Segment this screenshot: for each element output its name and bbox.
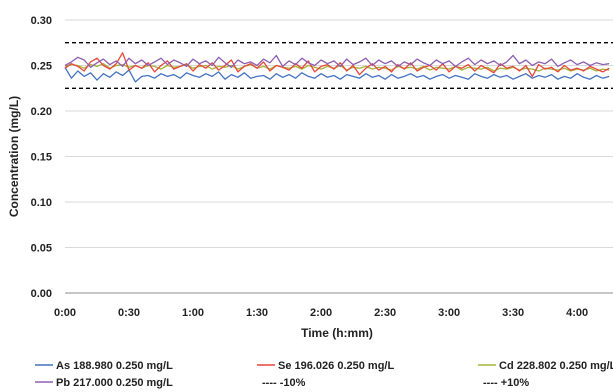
y-tick-label: 0.00 [31,288,52,300]
y-tick-label: 0.30 [31,15,52,27]
x-tick-label: 0:00 [54,307,76,319]
series-line-0 [64,66,610,83]
x-tick-label: 1:30 [246,307,268,319]
legend-label: ---- -10% [262,377,306,389]
series-line-1 [64,52,610,78]
x-tick-label: 0:30 [118,307,140,319]
y-axis-title: Concentration (mg/L) [7,96,21,217]
x-tick-label: 1:00 [182,307,204,319]
y-tick-label: 0.25 [31,61,52,73]
y-axis-ticks: 0.00 0.05 0.10 0.15 0.20 0.25 0.30 [31,15,52,300]
x-axis-ticks: 0:00 0:30 1:00 1:30 2:00 2:30 3:00 3:30 4:00 [54,307,588,319]
gridlines [65,19,613,248]
legend-label: As 188.980 0.250 mg/L [56,360,173,372]
x-tick-label: 2:00 [310,307,332,319]
series-layer [64,42,613,89]
legend-label: ---- +10% [483,377,529,389]
x-tick-label: 3:00 [438,307,460,319]
legend-label: Cd 228.802 0.250 mg/L [499,360,613,372]
y-tick-label: 0.05 [31,243,52,255]
legend: As 188.980 0.250 mg/L Se 196.026 0.250 mg… [35,360,613,389]
y-tick-label: 0.20 [31,106,52,118]
x-tick-label: 3:30 [502,307,524,319]
x-tick-label: 4:00 [566,307,588,319]
x-tick-label: 2:30 [374,307,396,319]
series-line-3 [64,54,610,68]
x-axis-title: Time (h:mm) [301,326,373,340]
legend-label: Pb 217.000 0.250 mg/L [56,377,173,389]
y-tick-label: 0.10 [31,197,52,209]
y-tick-label: 0.15 [31,152,52,164]
legend-label: Se 196.026 0.250 mg/L [278,360,394,372]
